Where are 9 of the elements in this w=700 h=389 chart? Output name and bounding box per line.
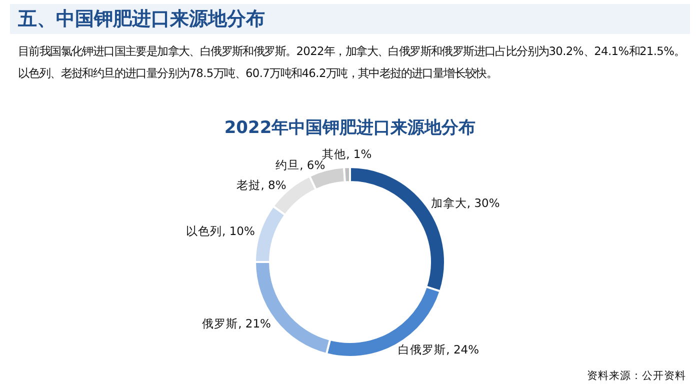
slice-label: 白俄罗斯, 24%: [398, 342, 480, 357]
slice-label: 加拿大, 30%: [430, 196, 500, 210]
text: 资料来源：公开资料: [587, 369, 686, 383]
slice-label: 俄罗斯, 21%: [202, 316, 272, 330]
text: 五、中国钾肥进口来源地分布: [10, 4, 690, 34]
slice-label: 以色列, 10%: [186, 224, 255, 238]
chart-title: 2022年中国钾肥进口来源地分布: [224, 118, 476, 138]
slice-label: 老挝, 8%: [236, 178, 286, 192]
text: 目前我国氯化钾进口国主要是加拿大、白俄罗斯和俄罗斯。2022年，加拿大、白俄罗斯和俄罗斯进口占比分别为30.2%、24.1%和21.5%。以色列、老挝和约旦的进口量分别为78.5万吨、60.7万吨和46.2万吨，其中老挝的进口量增长较快。: [18, 43, 686, 82]
